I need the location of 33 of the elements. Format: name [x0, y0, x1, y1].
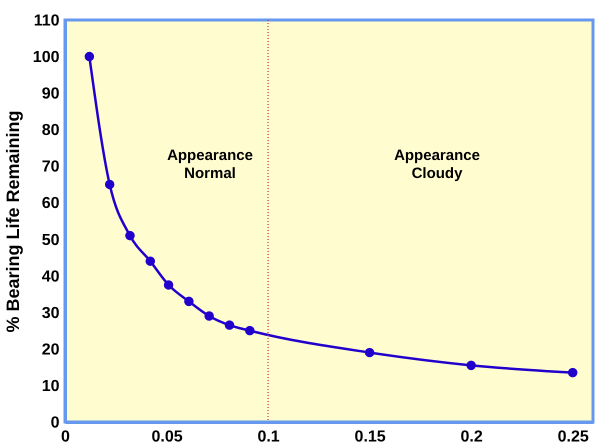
point — [84, 52, 94, 62]
point — [146, 256, 156, 266]
y-tick-label: 110 — [34, 12, 60, 30]
point — [364, 348, 374, 358]
point — [245, 326, 255, 336]
y-tick-label: 80 — [42, 122, 60, 140]
annotation: Appearance Cloudy — [394, 147, 480, 182]
x-tick-label: 0.2 — [460, 428, 483, 445]
point — [204, 311, 214, 321]
annotation: Appearance Normal — [167, 147, 253, 182]
point — [125, 230, 135, 240]
y-tick-label: 10 — [42, 378, 60, 395]
x-tick-label: 0.25 — [558, 428, 589, 445]
y-tick-label: 90 — [42, 86, 60, 103]
y-tick-label: 30 — [42, 304, 60, 322]
point — [164, 280, 174, 290]
x-tick-label: 0 — [61, 428, 70, 445]
y-tick-label: 20 — [42, 341, 60, 358]
point — [184, 296, 194, 306]
y-tick-label: 50 — [42, 232, 60, 249]
y-axis-title: % Bearing Life Remaining — [2, 110, 23, 333]
point — [466, 360, 476, 370]
point — [104, 180, 114, 190]
x-tick-label: 0.1 — [257, 428, 280, 445]
y-tick-label: 0 — [50, 414, 60, 432]
y-tick-label: 100 — [32, 49, 60, 66]
y-tick-label: 70 — [42, 158, 60, 176]
y-tick-label: 40 — [42, 268, 60, 286]
x-tick-label: 0.15 — [354, 428, 386, 445]
point — [568, 368, 578, 378]
x-tick-label: 0.05 — [151, 428, 183, 445]
y-tick-label: 60 — [42, 195, 60, 212]
point — [224, 320, 234, 330]
